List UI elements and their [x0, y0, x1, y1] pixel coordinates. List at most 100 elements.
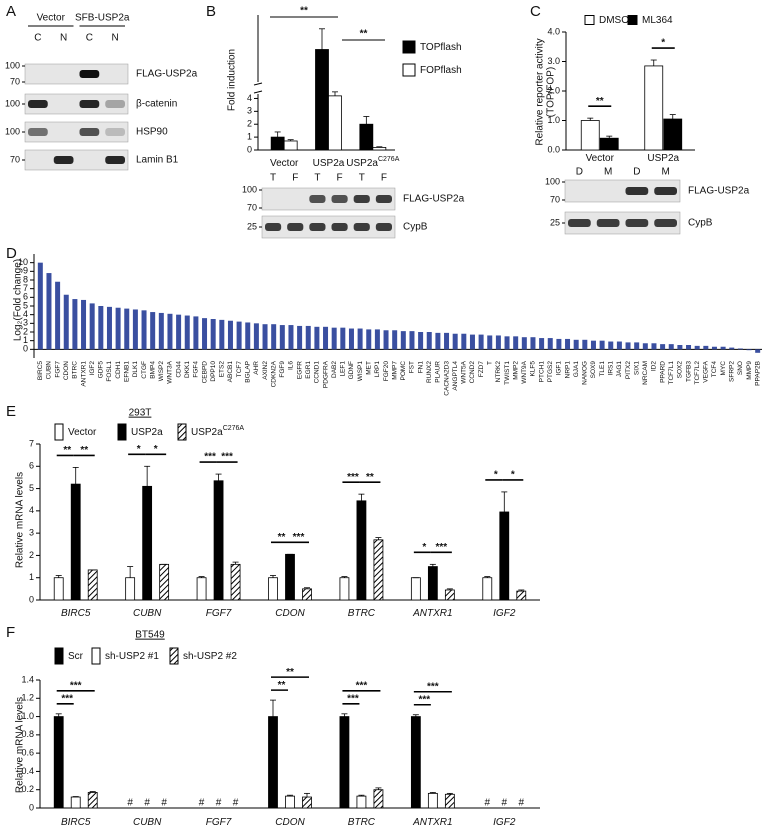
category-label: PTGS2	[547, 361, 554, 383]
marker-label: 100	[5, 98, 20, 108]
bar	[660, 344, 666, 350]
category-label: SIX1	[633, 361, 640, 375]
bar	[315, 49, 329, 151]
bar	[599, 137, 619, 151]
panel-label: E	[6, 403, 16, 420]
blot-band	[331, 223, 348, 231]
category-label-main: CDON	[275, 608, 305, 619]
blot-band	[654, 187, 677, 195]
category-label: IL6	[288, 361, 295, 370]
bar	[55, 281, 61, 350]
legend-swatch	[54, 647, 64, 665]
legend-label: sh-USP2 #1	[105, 651, 159, 662]
y-tick-label: 0	[23, 344, 28, 354]
bar	[279, 325, 285, 350]
y-tick-label: 0.0	[547, 144, 560, 154]
bar	[616, 341, 622, 350]
category-label: WISP2	[158, 361, 165, 382]
category-label: BTRC	[348, 817, 376, 828]
category-label: CACNA2D3	[443, 361, 450, 396]
legend-label-main: Scr	[68, 651, 84, 662]
panel-label: C	[530, 3, 541, 20]
category-label-main: BIRC5	[61, 608, 91, 619]
category-label: ANTXR1	[412, 608, 452, 619]
bar	[283, 140, 298, 151]
legend-label: DMSO	[599, 15, 629, 26]
significance-label: ***	[61, 693, 73, 704]
category-label-main: ANTXR1	[412, 608, 452, 619]
bar	[495, 335, 501, 350]
bar	[409, 331, 415, 350]
category-label: PLAUR	[435, 361, 442, 383]
bar	[106, 306, 112, 350]
category-label: ETS2	[219, 361, 226, 378]
category-label: FGF4	[193, 361, 200, 378]
category-label: CDKN2A	[270, 360, 277, 387]
category-label: NRP1	[564, 361, 571, 379]
bar	[219, 319, 225, 350]
bar	[383, 330, 389, 350]
bar	[53, 716, 64, 809]
category-label: FGF20	[383, 361, 390, 382]
panel-label: A	[6, 3, 16, 20]
bar	[444, 332, 450, 350]
bar	[202, 318, 208, 350]
y-tick-label: 6	[23, 292, 28, 302]
blot-band	[105, 100, 125, 108]
blot-band	[625, 187, 649, 195]
category-label: KLF5	[530, 361, 537, 377]
bar	[737, 348, 743, 350]
bar	[72, 299, 78, 350]
category-label: JAG1	[616, 361, 623, 378]
significance-label: *	[661, 38, 665, 49]
bar	[372, 147, 387, 151]
bar	[236, 321, 242, 350]
blot-band	[28, 100, 48, 108]
legend-label-main: FOPflash	[420, 65, 462, 76]
lane-label: F	[292, 173, 298, 184]
bar	[608, 341, 614, 350]
bar	[482, 577, 493, 601]
missing-marker: #	[199, 798, 205, 809]
category-label: FZD7	[478, 361, 485, 378]
bar	[755, 349, 761, 353]
blot-band	[105, 128, 125, 136]
blot-band	[596, 219, 620, 227]
y-tick-label: 0.6	[21, 748, 34, 758]
bar	[125, 577, 136, 601]
bar	[427, 792, 438, 809]
category-label: CDON	[275, 817, 305, 828]
column-label: Vector	[37, 13, 66, 24]
category-label: ANTXR1	[80, 361, 87, 387]
category-label: DAB2	[331, 361, 338, 378]
category-label: BTRC	[72, 361, 79, 379]
significance-label: ***	[419, 694, 431, 705]
bar	[176, 314, 182, 350]
category-label-main: CUBN	[133, 817, 162, 828]
cell-line-label: BT549	[135, 630, 165, 641]
category-label: ANGPTL4	[452, 361, 459, 391]
bar	[644, 65, 664, 151]
panel-label: B	[206, 3, 216, 20]
bar	[348, 328, 354, 350]
y-axis-label: Log₂(Fold change)	[13, 259, 24, 341]
category-label: CUBN	[133, 817, 162, 828]
y-tick-label: 9	[23, 266, 28, 276]
blot-row-label: FLAG-USP2a	[403, 194, 465, 205]
bar	[356, 500, 367, 601]
lane-label: D	[576, 167, 583, 178]
category-label: AXIN2	[262, 361, 269, 380]
legend-swatch	[117, 423, 127, 441]
category-label: Vector	[586, 153, 615, 164]
y-tick-label: 8	[23, 274, 28, 284]
y-tick-label: 0.8	[21, 729, 34, 739]
bar	[297, 325, 303, 350]
bar	[331, 327, 337, 350]
significance-label: **	[63, 445, 71, 456]
y-tick-label: 0	[29, 594, 34, 604]
category-label: IGF2	[493, 817, 516, 828]
category-label: FN1	[417, 361, 424, 374]
category-label: FGF7	[54, 361, 61, 378]
y-tick-label: 3	[29, 528, 34, 538]
significance-label: ***	[356, 680, 368, 691]
